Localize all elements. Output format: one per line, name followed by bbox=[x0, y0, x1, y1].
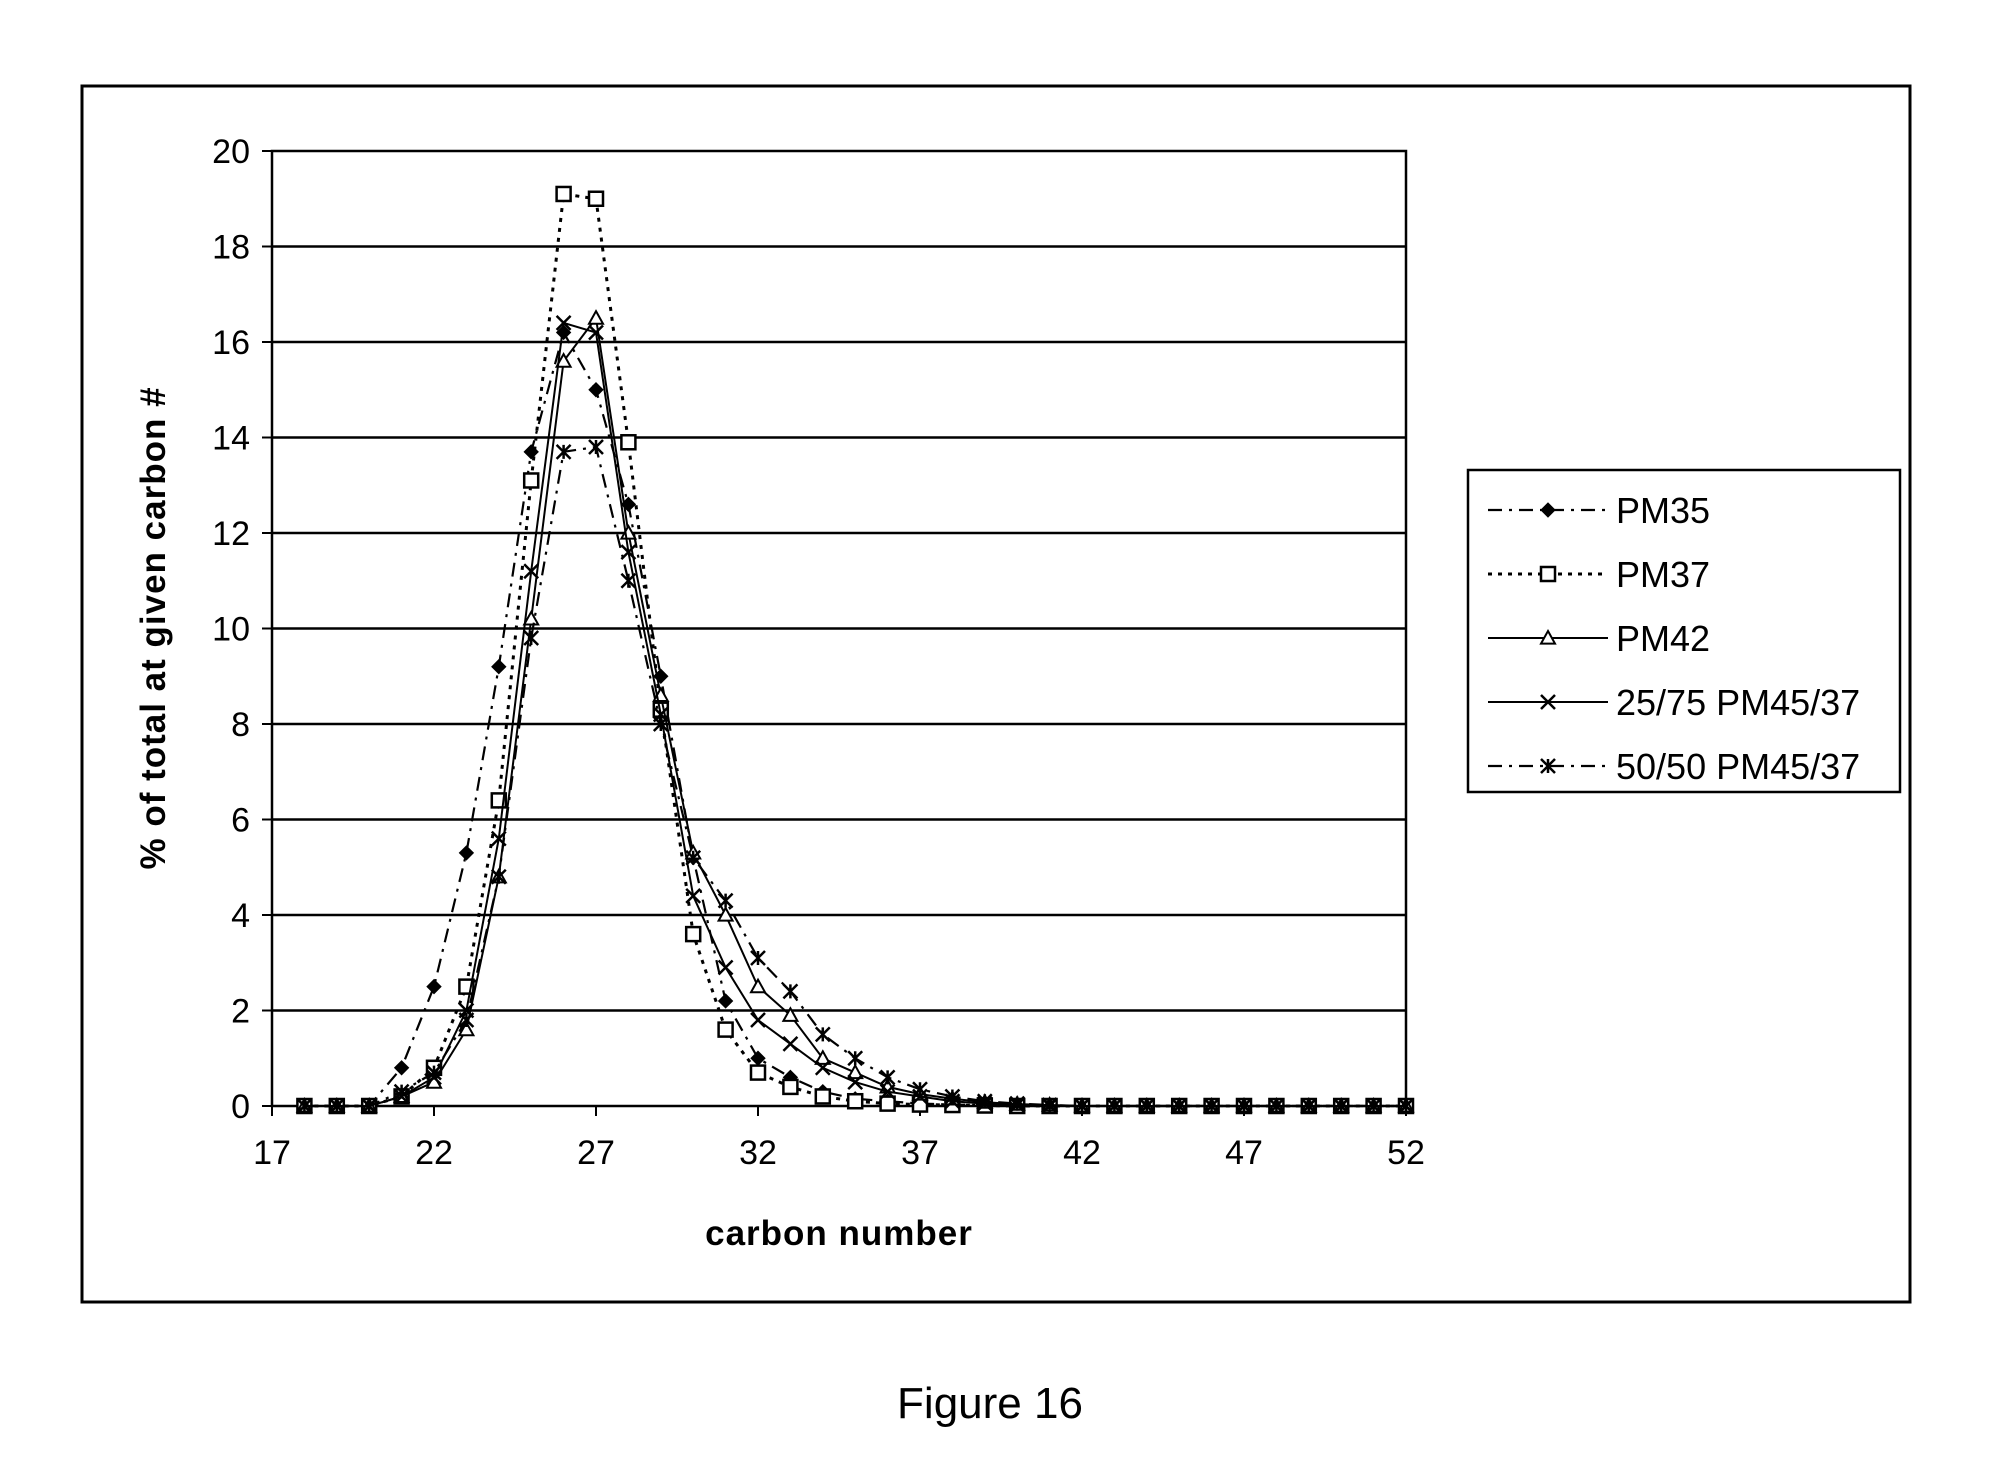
legend-label: PM42 bbox=[1616, 618, 1710, 659]
gridlines bbox=[272, 247, 1406, 1011]
legend-label: PM35 bbox=[1616, 490, 1710, 531]
data-point bbox=[524, 473, 538, 487]
y-tick-label: 14 bbox=[212, 420, 250, 458]
data-point bbox=[816, 1089, 830, 1103]
figure-caption: Figure 16 bbox=[897, 1379, 1083, 1428]
x-tick-label: 37 bbox=[901, 1134, 939, 1172]
series-line bbox=[304, 323, 1406, 1106]
x-tick-label: 22 bbox=[415, 1134, 453, 1172]
data-point bbox=[751, 980, 765, 993]
data-point bbox=[751, 1051, 765, 1065]
x-tick-label: 27 bbox=[577, 1134, 615, 1172]
y-tick-label: 0 bbox=[231, 1088, 250, 1126]
data-point bbox=[589, 383, 603, 397]
data-point bbox=[719, 961, 733, 975]
data-point bbox=[848, 1051, 862, 1065]
y-axis-title: % of total at given carbon # bbox=[134, 386, 173, 869]
data-point bbox=[621, 435, 635, 449]
x-axis: 17 22 27 32 37 42 47 52 bbox=[253, 1106, 1425, 1172]
x-tick-label: 42 bbox=[1063, 1134, 1101, 1172]
data-point bbox=[459, 846, 473, 860]
x-tick-label: 17 bbox=[253, 1134, 291, 1172]
series-group bbox=[297, 187, 1413, 1113]
y-tick-label: 8 bbox=[231, 706, 250, 744]
series-1 bbox=[297, 187, 1413, 1113]
x-tick-label: 52 bbox=[1387, 1134, 1425, 1172]
data-point bbox=[719, 894, 733, 908]
y-tick-label: 6 bbox=[231, 802, 250, 840]
data-point bbox=[589, 311, 603, 324]
y-tick-label: 16 bbox=[212, 324, 250, 362]
x-tick-label: 47 bbox=[1225, 1134, 1263, 1172]
y-tick-label: 10 bbox=[212, 611, 250, 649]
data-point bbox=[783, 1037, 797, 1051]
y-tick-label: 2 bbox=[231, 993, 250, 1031]
data-point bbox=[395, 1061, 409, 1075]
data-point bbox=[557, 187, 571, 201]
data-point bbox=[589, 440, 603, 454]
data-point bbox=[719, 994, 733, 1008]
data-point bbox=[751, 951, 765, 965]
y-axis: 0 2 4 6 8 10 12 14 16 18 20 bbox=[212, 133, 272, 1126]
y-tick-label: 4 bbox=[231, 897, 250, 935]
data-point bbox=[881, 1070, 895, 1084]
y-tick-label: 20 bbox=[212, 133, 250, 171]
x-axis-title: carbon number bbox=[705, 1214, 973, 1253]
data-point bbox=[783, 984, 797, 998]
x-tick-label: 32 bbox=[739, 1134, 777, 1172]
legend-label: 25/75 PM45/37 bbox=[1616, 682, 1860, 723]
data-point bbox=[524, 631, 538, 645]
y-tick-label: 12 bbox=[212, 515, 250, 553]
legend-marker bbox=[1541, 567, 1555, 581]
data-point bbox=[783, 1080, 797, 1094]
data-point bbox=[816, 1027, 830, 1041]
data-point bbox=[751, 1066, 765, 1080]
data-point bbox=[492, 660, 506, 674]
series-line bbox=[304, 194, 1406, 1106]
data-point bbox=[686, 927, 700, 941]
legend-label: 50/50 PM45/37 bbox=[1616, 746, 1860, 787]
data-point bbox=[751, 1013, 765, 1027]
y-tick-label: 18 bbox=[212, 229, 250, 267]
data-point bbox=[913, 1082, 927, 1096]
data-point bbox=[589, 192, 603, 206]
data-point bbox=[881, 1097, 895, 1111]
data-point bbox=[719, 1023, 733, 1037]
data-point bbox=[427, 980, 441, 994]
data-point bbox=[848, 1094, 862, 1108]
legend-label: PM37 bbox=[1616, 554, 1710, 595]
